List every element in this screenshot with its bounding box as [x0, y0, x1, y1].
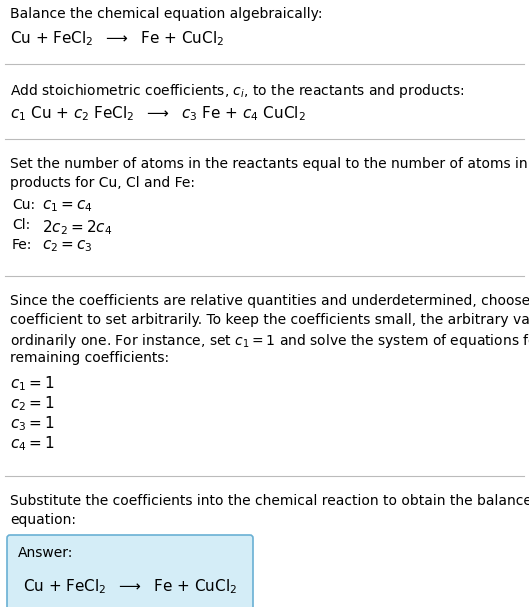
Text: equation:: equation:: [10, 513, 76, 527]
Text: $c_2 = 1$: $c_2 = 1$: [10, 394, 54, 413]
Text: products for Cu, Cl and Fe:: products for Cu, Cl and Fe:: [10, 176, 195, 190]
Text: $c_1 = 1$: $c_1 = 1$: [10, 374, 54, 393]
Text: $2 c_2 = 2 c_4$: $2 c_2 = 2 c_4$: [42, 218, 112, 237]
Text: Cl:: Cl:: [12, 218, 30, 232]
FancyBboxPatch shape: [7, 535, 253, 607]
Text: Cu + FeCl$_2$  $\longrightarrow$  Fe + CuCl$_2$: Cu + FeCl$_2$ $\longrightarrow$ Fe + CuC…: [10, 29, 224, 48]
Text: $c_1$ Cu + $c_2$ FeCl$_2$  $\longrightarrow$  $c_3$ Fe + $c_4$ CuCl$_2$: $c_1$ Cu + $c_2$ FeCl$_2$ $\longrightarr…: [10, 104, 306, 123]
Text: $c_3 = 1$: $c_3 = 1$: [10, 414, 54, 433]
Text: Cu:: Cu:: [12, 198, 35, 212]
Text: Balance the chemical equation algebraically:: Balance the chemical equation algebraica…: [10, 7, 323, 21]
Text: $c_4 = 1$: $c_4 = 1$: [10, 434, 54, 453]
Text: $c_1 = c_4$: $c_1 = c_4$: [42, 198, 93, 214]
Text: Substitute the coefficients into the chemical reaction to obtain the balanced: Substitute the coefficients into the che…: [10, 494, 529, 508]
Text: $c_2 = c_3$: $c_2 = c_3$: [42, 238, 93, 254]
Text: Fe:: Fe:: [12, 238, 32, 252]
Text: Answer:: Answer:: [18, 546, 74, 560]
Text: Since the coefficients are relative quantities and underdetermined, choose a: Since the coefficients are relative quan…: [10, 294, 529, 308]
Text: ordinarily one. For instance, set $c_1 = 1$ and solve the system of equations fo: ordinarily one. For instance, set $c_1 =…: [10, 332, 529, 350]
Text: coefficient to set arbitrarily. To keep the coefficients small, the arbitrary va: coefficient to set arbitrarily. To keep …: [10, 313, 529, 327]
Text: Set the number of atoms in the reactants equal to the number of atoms in the: Set the number of atoms in the reactants…: [10, 157, 529, 171]
Text: remaining coefficients:: remaining coefficients:: [10, 351, 169, 365]
Text: Add stoichiometric coefficients, $c_i$, to the reactants and products:: Add stoichiometric coefficients, $c_i$, …: [10, 82, 464, 100]
Text: Cu + FeCl$_2$  $\longrightarrow$  Fe + CuCl$_2$: Cu + FeCl$_2$ $\longrightarrow$ Fe + CuC…: [23, 577, 237, 596]
